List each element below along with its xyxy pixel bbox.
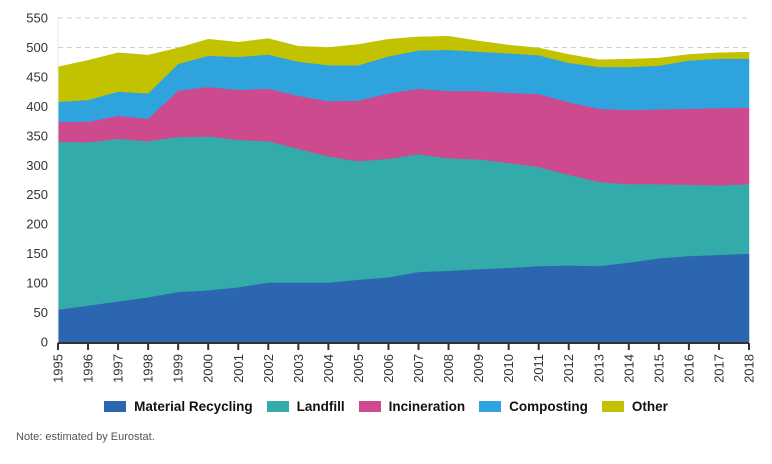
x-tick-label: 2006 — [381, 354, 396, 383]
y-tick-label: 150 — [26, 246, 48, 261]
area-other — [57, 36, 750, 102]
x-tick-label: 1995 — [51, 354, 66, 383]
legend-item-other: Other — [601, 399, 668, 414]
legend: Material Recycling Landfill Incineration Co… — [0, 399, 772, 414]
y-tick-label: 300 — [26, 158, 48, 173]
footnote: Note: estimated by Eurostat. — [16, 431, 155, 443]
legend-label: Other — [631, 399, 668, 414]
legend-swatch — [266, 401, 289, 412]
x-tick-label: 2016 — [681, 354, 696, 383]
x-tick-label: 2008 — [441, 354, 456, 383]
legend-item-material-recycling: Material Recycling — [104, 399, 253, 414]
axes — [57, 18, 749, 344]
x-tick-label: 2014 — [621, 354, 636, 383]
x-tick-label: 2013 — [591, 354, 606, 383]
x-tick-label: 2001 — [231, 354, 246, 383]
y-tick-label: 450 — [26, 69, 48, 84]
legend-swatch — [104, 401, 127, 412]
x-tick-label: 2007 — [411, 354, 426, 383]
legend-swatch — [479, 401, 502, 412]
y-tick-label: 50 — [34, 305, 48, 320]
legend-label: Composting — [509, 399, 588, 414]
x-tick-label: 2011 — [531, 354, 546, 382]
x-axis-ticks: 1995 1996 1997 1998 1999 2000 2001 2002 2003 2004… — [51, 343, 757, 383]
y-tick-label: 550 — [26, 11, 48, 26]
x-tick-label: 2004 — [321, 354, 336, 383]
legend-swatch — [358, 401, 381, 412]
area-series — [57, 36, 750, 343]
y-tick-label: 250 — [26, 187, 48, 202]
x-tick-label: 2002 — [261, 354, 276, 383]
x-tick-label: 2015 — [651, 354, 666, 383]
x-tick-label: 2005 — [351, 354, 366, 383]
legend-item-landfill: Landfill — [266, 399, 345, 414]
x-tick-label: 2003 — [291, 354, 306, 383]
legend-item-incineration: Incineration — [358, 399, 466, 414]
legend-item-composting: Composting — [479, 399, 588, 414]
x-tick-label: 1997 — [111, 354, 126, 383]
legend-label: Incineration — [388, 399, 466, 414]
y-tick-label: 100 — [26, 276, 48, 291]
y-tick-label: 500 — [26, 40, 48, 55]
x-tick-label: 1996 — [81, 354, 96, 383]
x-tick-label: 2010 — [501, 354, 516, 383]
legend-swatch — [601, 401, 624, 412]
x-tick-label: 2018 — [742, 354, 757, 383]
y-tick-label: 350 — [26, 128, 48, 143]
x-tick-label: 2009 — [471, 354, 486, 383]
y-axis-ticks: 0 50 100 150 200 250 300 350 400 450 500 550 — [26, 11, 48, 350]
x-tick-label: 2012 — [561, 354, 576, 383]
legend-label: Landfill — [296, 399, 345, 414]
y-tick-label: 200 — [26, 217, 48, 232]
x-tick-label: 2000 — [201, 354, 216, 383]
legend-label: Material Recycling — [134, 399, 253, 414]
y-tick-label: 400 — [26, 99, 48, 114]
x-tick-label: 1999 — [171, 354, 186, 383]
y-tick-label: 0 — [41, 335, 48, 350]
x-tick-label: 2017 — [711, 354, 726, 383]
x-tick-label: 1998 — [141, 354, 156, 383]
